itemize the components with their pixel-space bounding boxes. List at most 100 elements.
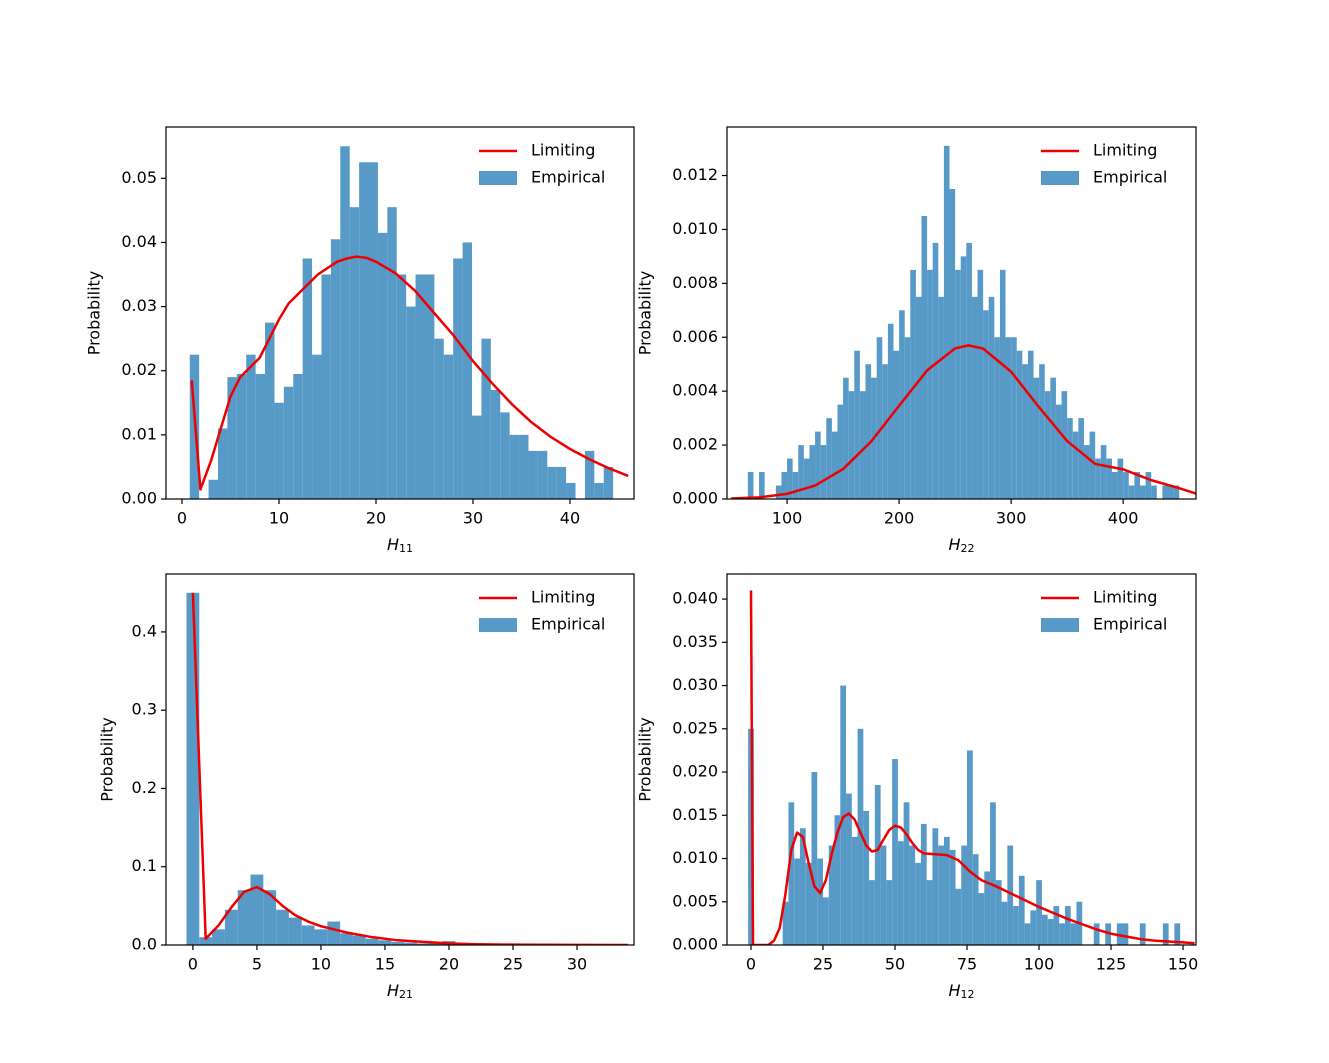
hist-bar [978, 893, 985, 945]
hist-bar [865, 364, 872, 499]
hist-bar [1055, 404, 1062, 499]
hist-bar [509, 434, 520, 499]
limiting-line [730, 344, 1196, 499]
legend-label: Limiting [531, 588, 595, 607]
x-axis-label-subscript: 11 [399, 542, 413, 555]
hist-bar [377, 232, 388, 499]
hist-bar [186, 592, 200, 945]
y-tick-label: 0.012 [672, 165, 718, 184]
subplot: 0 25 50 75 100 125 150 0.000 0.005 0.010 0.015 0.02… [636, 573, 1199, 1002]
hist-bar [416, 943, 430, 945]
hist-bar [1070, 923, 1077, 945]
y-tick-label: 0.0 [132, 935, 157, 954]
hist-bar [915, 862, 921, 945]
hist-bar [227, 377, 237, 499]
hist-bar [983, 310, 989, 499]
hist-bar [1041, 914, 1048, 945]
hist-bar [887, 323, 894, 499]
hist-bar [1128, 485, 1135, 499]
legend-patch [479, 171, 517, 185]
hist-bar [500, 412, 510, 499]
hist-bar [1139, 923, 1146, 945]
hist-bar [927, 269, 933, 499]
x-tick-label: 30 [463, 509, 483, 528]
hist-bar [1007, 845, 1014, 945]
hist-bar [359, 162, 369, 499]
hist-bar [882, 364, 888, 499]
hist-bar [803, 458, 810, 499]
hist-bar [1061, 391, 1068, 499]
x-tick-label: 150 [1168, 955, 1199, 974]
y-tick-label: 0.01 [121, 424, 157, 443]
y-tick-label: 0.008 [672, 273, 718, 292]
hist-bar [909, 845, 916, 945]
legend-label: Limiting [1093, 141, 1157, 160]
y-tick-label: 0.03 [121, 296, 157, 315]
hist-bar [815, 431, 821, 499]
x-tick-label: 200 [884, 509, 915, 528]
x-tick-label: 75 [957, 955, 977, 974]
hist-bar [1162, 485, 1168, 499]
x-tick-label: 10 [269, 509, 289, 528]
y-tick-label: 0.1 [132, 856, 157, 875]
hist-bar [349, 207, 360, 499]
hist-bar [932, 828, 939, 945]
hist-bar [443, 354, 454, 499]
hist-bar [1024, 923, 1031, 945]
hist-bar [274, 402, 284, 499]
hist-bar [972, 854, 979, 945]
x-tick-label: 100 [1024, 955, 1055, 974]
hist-bar [1030, 910, 1037, 945]
hist-bar [1050, 377, 1056, 499]
hist-bar [926, 880, 933, 945]
hist-bar [1072, 431, 1079, 499]
hist-bar [1139, 485, 1146, 499]
x-tick-label: 300 [996, 509, 1027, 528]
hist-bar [999, 269, 1006, 499]
hist-bar [217, 428, 228, 499]
x-tick-label: 50 [885, 955, 905, 974]
hist-bar [434, 338, 444, 499]
x-axis-label-subscript: 22 [961, 542, 975, 555]
hist-bar [897, 841, 904, 945]
x-tick-label: 15 [375, 955, 395, 974]
legend: Limiting Empirical [1041, 588, 1167, 634]
y-tick-label: 0.002 [672, 435, 718, 454]
x-axis-label: H21 [387, 981, 413, 1002]
hist-bar [848, 391, 855, 499]
hist-bar [1059, 923, 1065, 945]
hist-bar [1106, 458, 1112, 499]
plot-area [730, 145, 1196, 499]
y-tick-label: 0.000 [672, 935, 718, 954]
x-tick-label: 20 [366, 509, 386, 528]
hist-bar [283, 386, 294, 499]
x-tick-label: 40 [560, 509, 580, 528]
hist-bar [938, 296, 944, 499]
hist-bar [805, 862, 812, 945]
hist-bar [1016, 350, 1023, 499]
hist-bar [1001, 901, 1008, 945]
plot-area [748, 590, 1195, 945]
hist-bar [759, 472, 765, 499]
hist-bar [1027, 350, 1034, 499]
hist-bar [547, 466, 557, 499]
hist-bar [288, 917, 302, 945]
y-tick-label: 0.010 [672, 219, 718, 238]
hist-bar [1123, 472, 1129, 499]
hist-bar [840, 685, 847, 945]
hist-bar [859, 391, 866, 499]
hist-bar [1044, 391, 1051, 499]
hist-bar [340, 933, 353, 945]
x-axis-label-subscript: 12 [961, 988, 975, 1001]
y-tick-label: 0.005 [672, 891, 718, 910]
hist-bar [265, 322, 275, 499]
axes-frame [165, 573, 635, 946]
x-axis-label: H22 [948, 535, 974, 556]
hist-bar [302, 258, 313, 499]
y-tick-label: 0.040 [672, 589, 718, 608]
hist-bar [863, 810, 870, 945]
x-axis-label: H12 [948, 981, 974, 1002]
hist-bar [994, 337, 1000, 499]
hist-bar [566, 482, 576, 499]
y-tick-label: 0.2 [132, 778, 157, 797]
